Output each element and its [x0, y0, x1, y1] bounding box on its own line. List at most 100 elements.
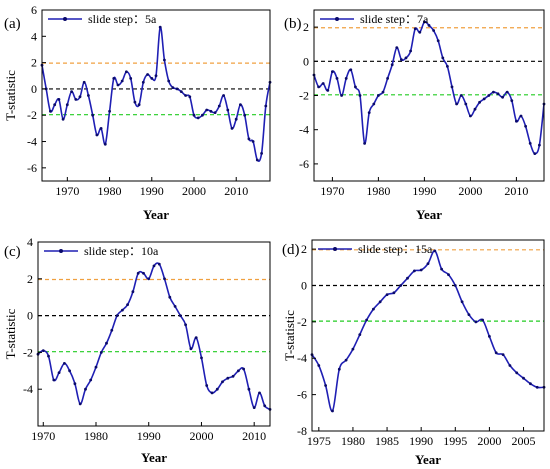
panel-b-point-1975: [354, 85, 357, 89]
panel-a-ytick-label-4: 4: [31, 29, 37, 43]
panel-a-point-2004: [209, 109, 213, 113]
panel-b-point-1987: [409, 49, 412, 53]
panel-c-point-1995: [173, 305, 177, 308]
panel-c-point-1999: [194, 336, 198, 340]
panel-a-point-1999: [188, 95, 192, 99]
panel-d-plot-frame: [311, 239, 545, 432]
panel-d-x-axis-title: Year: [415, 452, 441, 467]
panel-b-panel-label: (b): [284, 16, 302, 32]
panel-b-ytick-label-2: 2: [303, 20, 309, 34]
panel-c-xtick-label-1990: 1990: [137, 429, 161, 443]
panel-a-point-2010: [234, 117, 238, 121]
panel-b-point-2006: [496, 92, 500, 96]
panel-d-point-1994: [447, 273, 450, 276]
panel-d-series-line: [311, 250, 545, 412]
panel-a-point-2000: [192, 113, 196, 117]
panel-b-point-2010: [515, 119, 518, 123]
panel-d-point-1993: [440, 267, 443, 271]
panel-a-point-1981: [112, 77, 116, 80]
panel-c-point-2006: [231, 374, 235, 378]
panel-b-point-1970: [331, 70, 334, 73]
panel-c-point-1977: [78, 402, 82, 406]
panel-b-series-line: [313, 20, 545, 155]
panel-d-point-1982: [365, 318, 368, 322]
panel-b-point-1972: [340, 94, 343, 97]
panel-d-point-1975: [317, 364, 321, 367]
panel-b-point-1977: [363, 142, 366, 145]
panel-d-legend-label: slide step：15a: [358, 242, 433, 256]
panel-d-point-1990: [419, 268, 423, 272]
panel-b-xtick-label-1980: 1980: [366, 184, 390, 198]
panel-b-point-1996: [450, 85, 454, 89]
panel-b-ytick-label--6: -6: [299, 157, 309, 171]
panel-d-point-1991: [426, 262, 430, 265]
panel-a-point-1972: [74, 98, 78, 101]
panel-a-ytick-label--4: -4: [27, 135, 37, 149]
panel-c-point-2012: [263, 404, 267, 408]
panel-a-point-1997: [179, 90, 183, 93]
panel-a-point-1994: [167, 79, 171, 83]
panel-c-series-line: [37, 262, 271, 411]
panel-d-point-1997: [467, 313, 471, 316]
panel-d-point-2000: [488, 335, 491, 338]
panel-a-point-1973: [78, 95, 82, 99]
panel-b-point-2008: [505, 90, 509, 94]
panel-d-ytick-label--2: -2: [297, 315, 307, 329]
panel-a-point-1989: [146, 73, 150, 76]
panel-c-point-1992: [157, 262, 161, 266]
panel-a-xtick-label-1980: 1980: [98, 184, 122, 198]
panel-d-point-1983: [372, 307, 375, 311]
panel-b-point-1978: [367, 111, 371, 114]
panel-d-point-2005: [522, 376, 525, 380]
panel-c-point-1981: [99, 351, 103, 354]
panel-b-point-1974: [349, 68, 353, 72]
panel-c-point-1996: [179, 314, 182, 317]
panel-c-point-1983: [110, 328, 114, 332]
panel-a-point-1984: [125, 70, 128, 74]
panel-c-point-1972: [52, 378, 56, 382]
panel-a-point-2017: [264, 104, 268, 108]
panel-b-point-1985: [400, 58, 403, 61]
panel-d-xtick-label-1985: 1985: [375, 434, 399, 448]
panel-d-point-2002: [501, 353, 505, 356]
panel-d-point-1980: [351, 347, 355, 351]
panel-c-point-2010: [252, 406, 256, 409]
panel-c-point-1997: [184, 323, 188, 327]
panel-a-point-1985: [129, 77, 133, 80]
panel-a-point-1978: [99, 126, 103, 130]
panel-c-ytick-label-4: 4: [27, 235, 33, 249]
panel-b-legend-marker: [335, 17, 339, 21]
panel-c-ytick-label--4: -4: [23, 382, 33, 396]
panel-c-legend-marker: [59, 249, 63, 253]
panel-a: 1970 1980 1990 2000 2010 -6 -4 -2 0 2 4 6 Year T-stat…: [3, 3, 272, 222]
panel-b-point-1969: [326, 89, 330, 92]
panel-d-point-1996: [460, 300, 464, 304]
panel-d-point-1985: [385, 293, 389, 296]
panel-d-point-1979: [344, 358, 348, 362]
panel-d-point-1987: [399, 284, 403, 287]
panel-a-ytick-label--2: -2: [27, 108, 37, 122]
panel-b-point-1990: [423, 20, 426, 24]
panel-c-point-1980: [94, 365, 98, 369]
panel-d-ytick-label--6: -6: [297, 388, 307, 402]
panel-c-point-2004: [221, 380, 224, 384]
panel-b-point-1971: [335, 77, 339, 80]
panel-d-ytick-label--8: -8: [297, 424, 307, 438]
panel-b-xtick-label-2010: 2010: [504, 184, 528, 198]
panel-a-point-1986: [133, 100, 137, 104]
panel-a-point-1996: [175, 87, 179, 91]
panel-c-panel-label: (c): [4, 244, 21, 260]
panel-c-point-1984: [115, 314, 119, 317]
panel-c-point-2001: [205, 384, 209, 387]
panel-b-point-1967: [317, 85, 320, 89]
panel-a-point-2014: [251, 140, 255, 143]
panel-b-point-1979: [372, 102, 376, 106]
panel-d-point-2006: [529, 382, 532, 386]
panel-b-point-1998: [459, 94, 463, 97]
panel-b-legend-label: slide step：7a: [360, 12, 429, 26]
panel-d-panel-label: (d): [282, 242, 300, 258]
panel-b-point-1984: [395, 46, 399, 49]
panel-d-ytick-label--4: -4: [297, 351, 307, 365]
panel-b-point-2012: [524, 124, 527, 128]
